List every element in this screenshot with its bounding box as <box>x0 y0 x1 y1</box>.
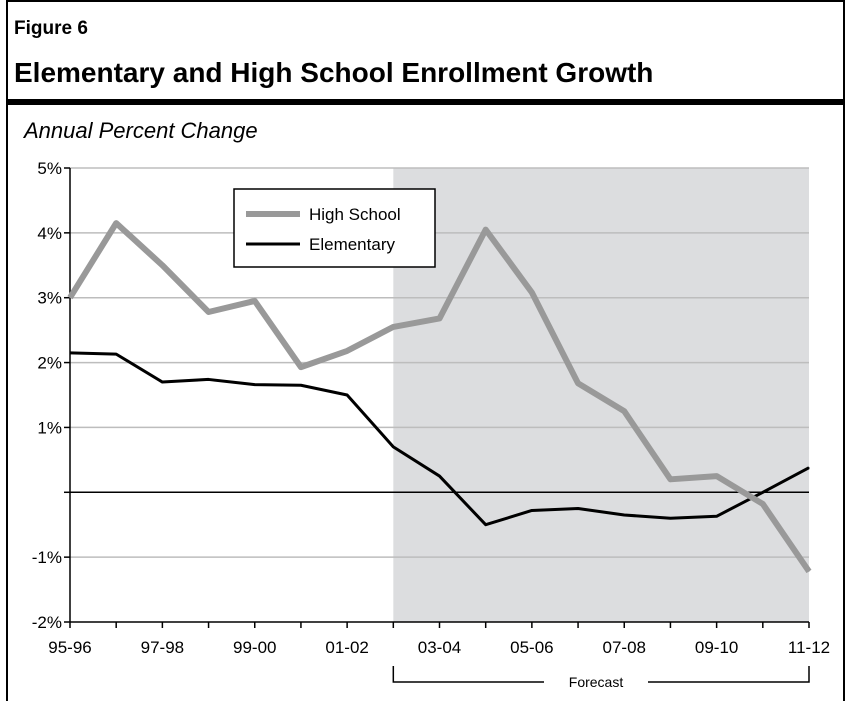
legend-box <box>233 188 436 268</box>
high-school-data-point <box>69 297 71 299</box>
high-school-data-point <box>300 366 302 368</box>
figure-label: Figure 6 <box>14 18 88 39</box>
elementary-data-point <box>346 394 348 396</box>
high-school-data-point <box>531 292 533 294</box>
high-school-legend-label: High School <box>309 205 401 224</box>
high-school-data-point <box>669 478 671 480</box>
y-tick-label: -2% <box>32 613 62 632</box>
x-tick-label: 05-06 <box>510 638 553 657</box>
elementary-data-point <box>669 517 671 519</box>
y-axis-label: Annual Percent Change <box>24 118 258 143</box>
high-school-data-point <box>115 222 117 224</box>
high-school-data-point <box>254 300 256 302</box>
x-tick-label: 03-04 <box>418 638 461 657</box>
high-school-data-point <box>208 311 210 313</box>
forecast-label: Forecast <box>569 674 624 690</box>
elementary-data-point <box>161 381 163 383</box>
x-tick-label: 01-02 <box>325 638 368 657</box>
high-school-data-point <box>485 229 487 231</box>
elementary-data-point <box>762 491 764 493</box>
elementary-data-point <box>577 508 579 509</box>
x-tick-label: 09-10 <box>695 638 738 657</box>
x-tick-label: 97-98 <box>141 638 184 657</box>
x-tick-label: 11-12 <box>788 638 830 657</box>
figure-title: Elementary and High School Enrollment Gr… <box>14 57 654 88</box>
title-rule <box>6 99 845 105</box>
x-tick-label: 99-00 <box>233 638 276 657</box>
elementary-data-point <box>716 515 718 517</box>
forecast-bracket-left <box>392 666 544 683</box>
x-tick-label: 95-96 <box>48 638 91 657</box>
high-school-data-point <box>808 570 810 572</box>
elementary-data-point <box>392 446 394 448</box>
y-tick-label: 3% <box>37 289 62 308</box>
elementary-data-point <box>439 475 440 477</box>
elementary-data-point <box>531 509 533 511</box>
y-tick-label: 5% <box>37 159 62 178</box>
high-school-data-point <box>762 503 764 505</box>
elementary-data-point <box>485 524 487 526</box>
elementary-data-point <box>623 514 625 516</box>
y-tick-label: 4% <box>37 224 62 243</box>
elementary-data-point <box>115 353 117 355</box>
y-tick-label: 2% <box>37 354 62 373</box>
y-tick-label: -1% <box>32 548 62 567</box>
high-school-data-point <box>716 475 718 477</box>
elementary-data-point <box>300 384 302 386</box>
high-school-data-point <box>439 317 440 319</box>
high-school-data-point <box>392 326 394 328</box>
elementary-data-point <box>254 384 256 386</box>
figure-frame <box>6 0 845 701</box>
elementary-legend-label: Elementary <box>309 235 395 254</box>
y-tick-label: 1% <box>37 418 62 437</box>
elementary-data-point <box>69 352 71 354</box>
high-school-data-point <box>623 410 625 412</box>
high-school-data-point <box>577 382 579 384</box>
elementary-data-point <box>208 378 210 380</box>
elementary-data-point <box>808 467 810 469</box>
x-tick-label: 07-08 <box>603 638 646 657</box>
high-school-data-point <box>161 264 163 266</box>
high-school-data-point <box>346 350 348 352</box>
forecast-bracket-right <box>648 666 810 683</box>
